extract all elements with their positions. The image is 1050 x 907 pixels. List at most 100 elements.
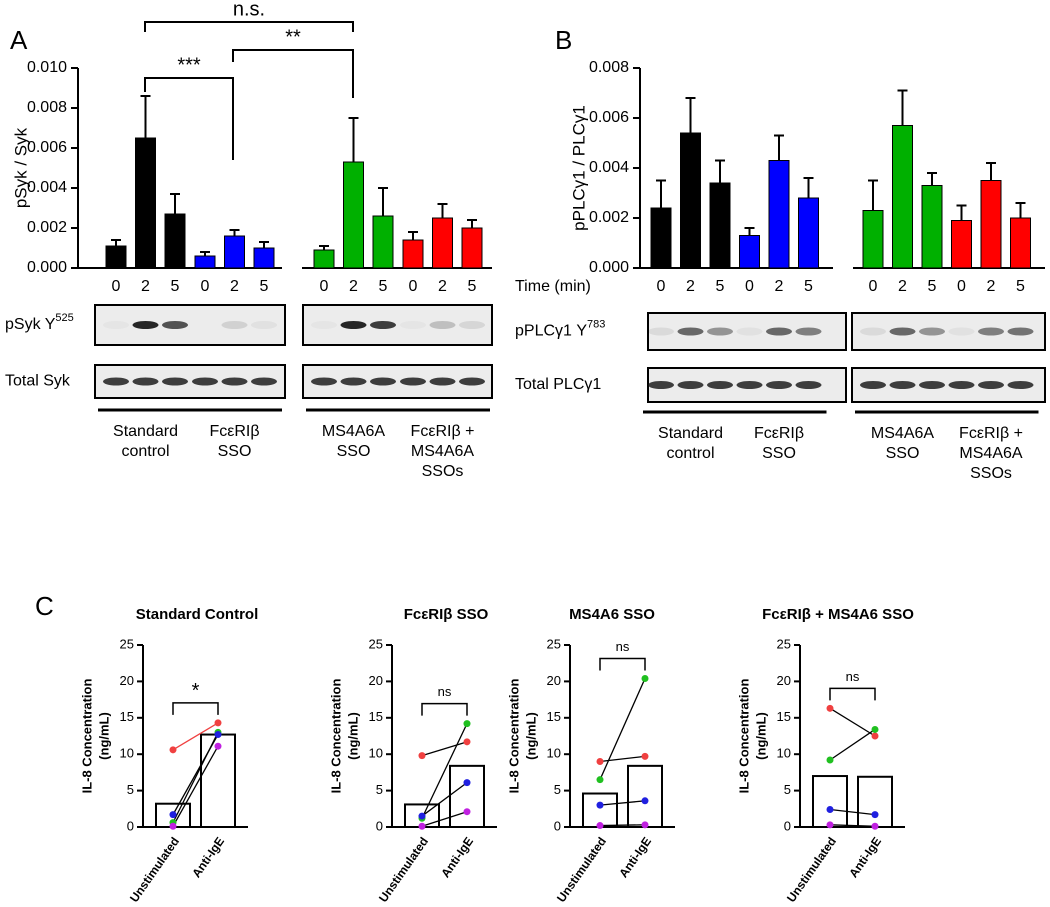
blot-label-text: pPLCγ1 Y: [515, 323, 587, 340]
significance-label: n.s.: [233, 0, 265, 20]
bar: [862, 210, 884, 269]
group-label: FcεRIβ: [209, 423, 259, 440]
blot-label-text: Total Syk: [5, 373, 71, 390]
bar: [857, 775, 893, 829]
donor-line: [172, 745, 219, 827]
donor-point: [418, 822, 426, 830]
x-tick-label: 2: [898, 278, 907, 295]
blot-band: [919, 381, 945, 389]
y-axis-title: IL-8 Concentration: [506, 679, 521, 794]
donor-point: [463, 720, 471, 728]
donor-line: [421, 741, 468, 757]
blot-image: [94, 304, 286, 346]
donor-line: [829, 808, 876, 816]
bar: [582, 792, 618, 829]
blot-band: [162, 321, 188, 329]
significance-bracket: [144, 77, 234, 160]
significance-label: *: [192, 680, 200, 702]
donor-point: [214, 742, 222, 750]
group-label: MS4A6A: [411, 443, 474, 460]
y-tick-label: 10: [547, 746, 561, 761]
blot-label: pPLCγ1 Y783: [515, 318, 605, 339]
y-tick-label: 5: [554, 782, 561, 797]
x-tick-label: 0: [320, 278, 329, 295]
blot-band: [311, 321, 337, 329]
group-label: SSO: [762, 445, 796, 462]
y-tick-label: 10: [369, 746, 383, 761]
bar: [135, 137, 156, 269]
x-tick-label: 2: [141, 278, 150, 295]
blot-label-sup: 783: [587, 318, 605, 330]
donor-line: [421, 782, 468, 817]
x-tick-label: Unstimulated: [127, 835, 182, 905]
significance-bracket: [599, 657, 646, 671]
blot-label: pSyk Y525: [5, 312, 74, 333]
blot-band: [132, 321, 159, 329]
chart-title: FcεRIβ + MS4A6 SSO: [762, 606, 914, 623]
donor-point: [596, 822, 604, 830]
y-tick-label: 0.006: [589, 109, 629, 126]
bar: [313, 249, 335, 269]
y-tick-label: 20: [120, 673, 134, 688]
significance-label: ns: [846, 669, 860, 684]
blot-band: [978, 327, 1004, 336]
y-axis-title: pPLCγ1 / PLCγ1: [569, 105, 588, 231]
x-tick-label: 0: [657, 278, 666, 295]
bar: [812, 775, 848, 828]
blot-band: [677, 327, 704, 336]
y-tick-label: 25: [547, 636, 561, 651]
donor-line: [172, 722, 219, 751]
blot-band: [1007, 381, 1034, 389]
donor-point: [169, 822, 177, 830]
y-tick-label: 5: [784, 782, 791, 797]
panel-label: C: [35, 591, 54, 621]
donor-point: [596, 801, 604, 809]
blot-band: [459, 377, 485, 386]
bar: [1010, 217, 1031, 269]
donor-point: [214, 719, 222, 727]
bar: [253, 247, 275, 269]
panel-label: B: [555, 25, 572, 55]
blot-band: [795, 327, 822, 336]
donor-point: [463, 779, 471, 787]
y-tick-label: 10: [120, 746, 134, 761]
bar: [627, 764, 663, 829]
y-tick-label: 20: [369, 673, 383, 688]
significance-bracket: [144, 21, 354, 32]
blot-band: [162, 377, 188, 386]
x-tick-label: 2: [349, 278, 358, 295]
bar: [402, 239, 424, 269]
bar: [449, 764, 485, 829]
significance-label: **: [285, 26, 301, 48]
donor-point: [871, 725, 879, 733]
significance-bracket: [829, 687, 876, 701]
significance-label: ns: [438, 684, 452, 699]
donor-line: [599, 800, 646, 806]
bar: [372, 215, 394, 269]
chart-title: FcεRIβ SSO: [404, 606, 489, 623]
y-axis-title: (ng/mL): [753, 712, 768, 760]
blot-band: [795, 381, 822, 389]
blot-band: [707, 327, 733, 336]
blot-image: [302, 304, 493, 346]
x-tick-label: 0: [745, 278, 754, 295]
donor-line: [829, 728, 876, 761]
x-tick-label: Unstimulated: [784, 835, 839, 905]
x-tick-label: 5: [716, 278, 725, 295]
y-tick-label: 15: [369, 709, 383, 724]
group-label: Standard: [658, 425, 723, 442]
x-tick-label: 0: [409, 278, 418, 295]
y-tick-label: 0.008: [27, 99, 67, 116]
donor-point: [214, 731, 222, 739]
donor-line: [172, 734, 219, 815]
blot-band: [400, 377, 426, 386]
group-label: MS4A6A: [322, 423, 385, 440]
y-axis-title: IL-8 Concentration: [736, 679, 751, 794]
blot-band: [103, 377, 129, 386]
y-tick-label: 5: [376, 782, 383, 797]
x-tick-label: Anti-IgE: [616, 835, 654, 881]
x-tick-label: 2: [987, 278, 996, 295]
blot-band: [736, 327, 763, 336]
y-tick-label: 0.004: [27, 179, 67, 196]
group-label: MS4A6A: [871, 425, 934, 442]
